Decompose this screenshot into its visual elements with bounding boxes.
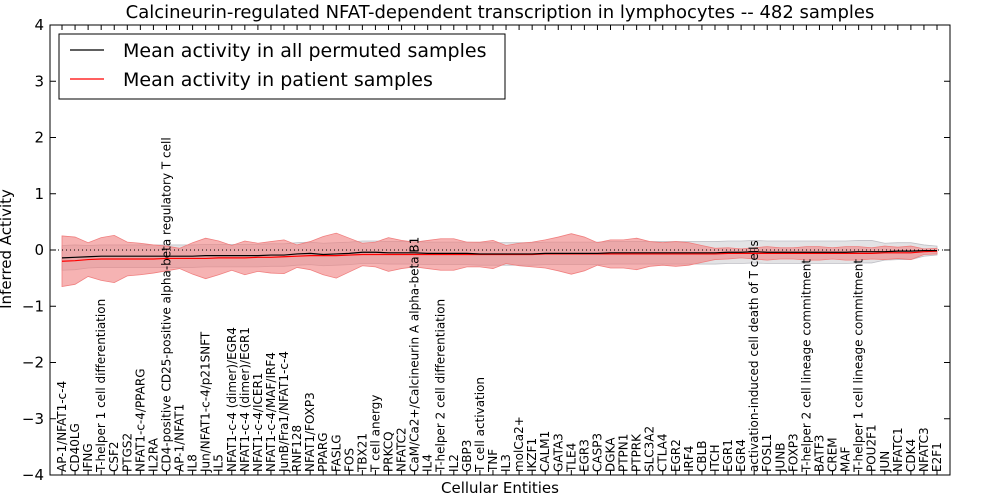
x-tick-label: IL4 bbox=[421, 454, 435, 472]
x-tick-label: CD4-positive CD25-positive alpha-beta re… bbox=[159, 137, 173, 472]
x-tick-label: ITCH bbox=[708, 444, 722, 472]
x-tick-label: PPARG bbox=[316, 432, 330, 472]
x-axis-label: Cellular Entities bbox=[441, 479, 559, 497]
x-tick-label: PRKCQ bbox=[381, 431, 395, 472]
std-bands bbox=[61, 232, 938, 288]
x-tick-label: TNF bbox=[486, 449, 500, 473]
x-tick-label: molCa2+ bbox=[512, 416, 526, 472]
x-tick-label: TBX21 bbox=[355, 433, 369, 473]
x-tick-label: NFAT1-c-4/MAF/IRF4 bbox=[264, 352, 278, 472]
x-tick-label: NFATC3 bbox=[917, 427, 931, 472]
y-axis-label: Inferred Activity bbox=[0, 189, 15, 309]
y-tick-label: 0 bbox=[34, 241, 44, 259]
y-tick-label: 4 bbox=[34, 16, 44, 34]
x-tick-label: RNF128 bbox=[290, 425, 304, 472]
y-axis-ticks: −4 −3 −2 −1 0 1 2 3 4 bbox=[22, 16, 950, 484]
x-tick-label: T-helper 2 cell lineage commitment bbox=[799, 259, 813, 473]
x-tick-label: E2F1 bbox=[930, 442, 944, 472]
x-tick-label: CASP3 bbox=[590, 433, 604, 472]
x-tick-label: SLC3A2 bbox=[643, 426, 657, 472]
y-tick-label: −3 bbox=[22, 410, 44, 428]
x-tick-label: DGKA bbox=[604, 437, 618, 472]
x-tick-label: NFATC1 bbox=[891, 427, 905, 472]
y-tick-label: 1 bbox=[34, 185, 44, 203]
x-tick-label: MAF bbox=[839, 446, 853, 472]
x-tick-label: CaM/Ca2+/Calcineurin A alpha-beta B1 bbox=[408, 237, 422, 472]
y-tick-label: −2 bbox=[22, 354, 44, 372]
legend-label-patient: Mean activity in patient samples bbox=[123, 69, 433, 91]
x-axis-ticks bbox=[61, 25, 938, 475]
x-tick-label: NFAT1-c-4 (dimer)/EGR4 bbox=[225, 327, 239, 472]
x-tick-label: IL2 bbox=[447, 454, 461, 472]
x-tick-label: PTPRK bbox=[630, 433, 644, 472]
x-tick-label: PTGS2 bbox=[120, 433, 134, 472]
x-tick-label: FOS bbox=[342, 448, 356, 472]
x-tick-label: TLE4 bbox=[564, 443, 578, 473]
x-tick-label: EGR1 bbox=[721, 439, 735, 472]
x-tick-label: CSF2 bbox=[107, 441, 121, 472]
x-tick-label: NFAT1-c-4 (dimer)/EGR1 bbox=[238, 327, 252, 472]
legend-label-permuted: Mean activity in all permuted samples bbox=[123, 40, 486, 62]
chart-title: Calcineurin-regulated NFAT-dependent tra… bbox=[126, 2, 875, 23]
x-tick-label: EGR3 bbox=[577, 439, 591, 472]
y-tick-label: −4 bbox=[22, 466, 44, 484]
x-tick-label: IFNG bbox=[81, 443, 95, 472]
x-tick-label: T-helper 2 cell differentiation bbox=[434, 299, 448, 473]
x-tick-label: EGR4 bbox=[734, 439, 748, 472]
x-tick-label: Jun/NFAT1-c-4/p21SNFT bbox=[199, 331, 213, 473]
x-tick-label: JUN bbox=[878, 451, 892, 473]
x-tick-label: NFAT1/FOXP3 bbox=[303, 392, 317, 472]
series-lines bbox=[61, 249, 938, 262]
y-tick-label: 3 bbox=[34, 72, 44, 90]
x-tick-label: AP-1/NFAT1 bbox=[173, 404, 187, 472]
legend: Mean activity in all permuted samples Me… bbox=[58, 33, 506, 100]
y-tick-label: 2 bbox=[34, 129, 44, 147]
line-permuted-mean bbox=[61, 249, 937, 259]
x-tick-label: CDK4 bbox=[904, 439, 918, 472]
x-tick-label: PTPN1 bbox=[617, 434, 631, 472]
x-tick-label: T-helper 1 cell lineage commitment bbox=[852, 259, 866, 473]
x-tick-label: BATF3 bbox=[812, 435, 826, 472]
x-tick-label: IRF4 bbox=[682, 446, 696, 472]
x-tick-label: GBP3 bbox=[460, 440, 474, 472]
x-tick-label: CALM1 bbox=[538, 431, 552, 472]
x-tick-label: T-helper 1 cell differentiation bbox=[94, 299, 108, 473]
x-tick-label: T cell anergy bbox=[368, 395, 382, 473]
x-tick-label: CREM bbox=[826, 437, 840, 472]
x-tick-label: CBLB bbox=[695, 440, 709, 472]
x-tick-label: CD40LG bbox=[68, 423, 82, 472]
x-tick-label: AP-1/NFAT1-c-4 bbox=[55, 381, 69, 472]
x-tick-label: IKZF1 bbox=[525, 438, 539, 472]
x-tick-label: IL2RA bbox=[146, 437, 160, 472]
x-tick-label: T cell activation bbox=[473, 377, 487, 473]
x-tick-label: IL5 bbox=[212, 454, 226, 472]
x-tick-label: IL8 bbox=[186, 454, 200, 472]
x-tick-label: EGR2 bbox=[669, 439, 683, 472]
y-tick-label: −1 bbox=[22, 297, 44, 315]
x-tick-label: NFATC2 bbox=[395, 427, 409, 472]
x-tick-labels: AP-1/NFAT1-c-4 CD40LG IFNG T-helper 1 cell … bbox=[55, 137, 944, 473]
x-tick-label: IL3 bbox=[499, 454, 513, 472]
x-tick-label: activation-induced cell death of T cells bbox=[747, 240, 761, 472]
x-tick-label: POU2F1 bbox=[865, 424, 879, 472]
x-tick-label: CTLA4 bbox=[656, 433, 670, 472]
x-tick-label: JUNB bbox=[773, 442, 787, 473]
x-tick-label: FASLG bbox=[329, 434, 343, 472]
band-patient bbox=[61, 232, 938, 288]
x-tick-label: GATA3 bbox=[551, 433, 565, 472]
x-tick-label: NFAT1-c-4/ICER1 bbox=[251, 373, 265, 472]
legend-box bbox=[58, 33, 506, 100]
x-tick-label: NFAT1-c-4/PPARG bbox=[133, 368, 147, 472]
x-tick-label: FOSL1 bbox=[760, 434, 774, 472]
x-tick-label: JunB/Fra1/NFAT1-c-4 bbox=[277, 351, 291, 473]
x-tick-label: FOXP3 bbox=[786, 433, 800, 472]
